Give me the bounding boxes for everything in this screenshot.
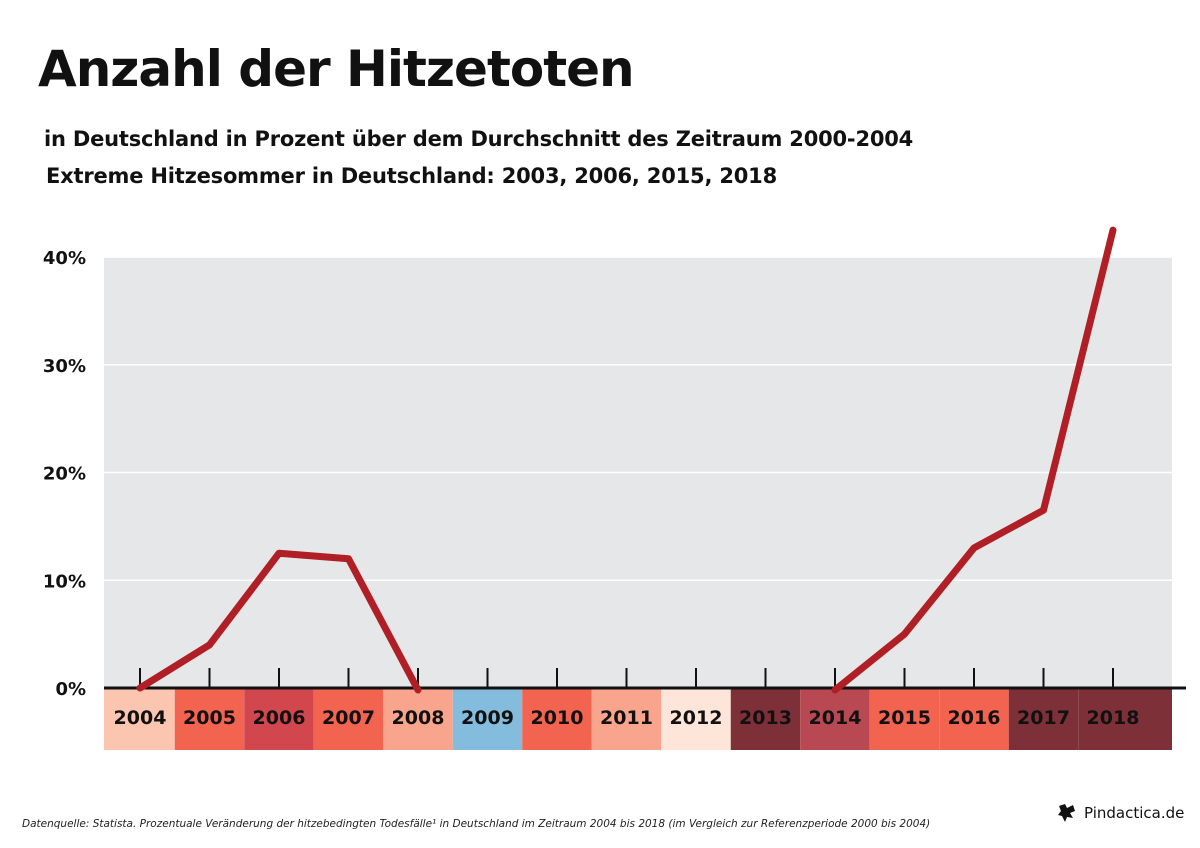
x-tick-label: 2006 — [253, 707, 306, 729]
year-color-bars — [104, 688, 1172, 750]
x-tick-label: 2018 — [1087, 707, 1140, 729]
year-bar — [1078, 688, 1172, 750]
data-point — [137, 685, 143, 691]
x-tick-label: 2017 — [1017, 707, 1070, 729]
pindactica-logo-icon — [1058, 804, 1075, 822]
x-tick-label: 2009 — [461, 707, 514, 729]
year-bar — [730, 688, 801, 750]
year-bar — [661, 688, 731, 750]
x-axis-tick-marks — [139, 668, 1114, 688]
x-tick-label: 2005 — [183, 707, 236, 729]
year-bar — [244, 688, 314, 750]
data-point — [971, 545, 977, 551]
y-tick-label: 0% — [55, 679, 86, 700]
x-tick-label: 2011 — [600, 707, 653, 729]
data-series — [136, 226, 1117, 694]
year-bar — [452, 688, 523, 750]
source-note: Datenquelle: Statista. Prozentuale Verän… — [22, 818, 931, 830]
x-axis-year-labels: 2004 2005 2006 2007 2008 2009 2010 2011 2012 2013… — [114, 707, 1140, 729]
year-bar — [174, 688, 245, 750]
x-tick-label: 2015 — [878, 707, 931, 729]
x-tick-label: 2014 — [809, 707, 862, 729]
year-bar — [313, 688, 384, 750]
data-point — [207, 642, 212, 648]
y-axis-tick-labels: 0% 10% 20% 30% 40% — [43, 248, 86, 700]
gridlines — [104, 256, 1172, 581]
data-point — [346, 556, 351, 562]
year-bar — [522, 688, 592, 750]
chart-subtitle: in Deutschland in Prozent über dem Durch… — [44, 127, 914, 151]
x-tick-label: 2004 — [114, 707, 167, 729]
data-point — [902, 631, 907, 637]
x-tick-label: 2007 — [322, 707, 375, 729]
y-tick-label: 20% — [43, 464, 86, 485]
data-point — [832, 687, 838, 693]
brand[interactable]: Pindactica.de — [1056, 802, 1184, 824]
y-tick-label: 30% — [43, 356, 86, 377]
year-bar — [104, 688, 175, 750]
x-tick-label: 2010 — [531, 707, 584, 729]
x-tick-label: 2013 — [739, 707, 792, 729]
data-point — [1041, 507, 1046, 513]
year-bar — [800, 688, 870, 750]
data-point — [276, 550, 282, 556]
brand-name: Pindactica.de — [1084, 804, 1185, 822]
x-tick-label: 2016 — [948, 707, 1001, 729]
year-bar — [591, 688, 662, 750]
x-tick-label: 2012 — [670, 707, 723, 729]
data-point — [1110, 227, 1116, 233]
data-point — [415, 687, 421, 693]
year-bar — [1008, 688, 1079, 750]
year-bar — [869, 688, 940, 750]
chart-subtitle-heat-summers: Extreme Hitzesommer in Deutschland: 2003… — [46, 164, 777, 188]
x-tick-label: 2008 — [392, 707, 445, 729]
y-tick-label: 10% — [43, 571, 86, 592]
line-chart: 0%10%20%30%40% 2004 2005 2006 2007 2008 2009 2… — [43, 226, 1186, 750]
chart-title: Anzahl der Hitzetoten — [38, 40, 635, 98]
year-bar — [939, 688, 1009, 750]
y-tick-label: 40% — [43, 248, 86, 269]
year-bar — [383, 688, 453, 750]
